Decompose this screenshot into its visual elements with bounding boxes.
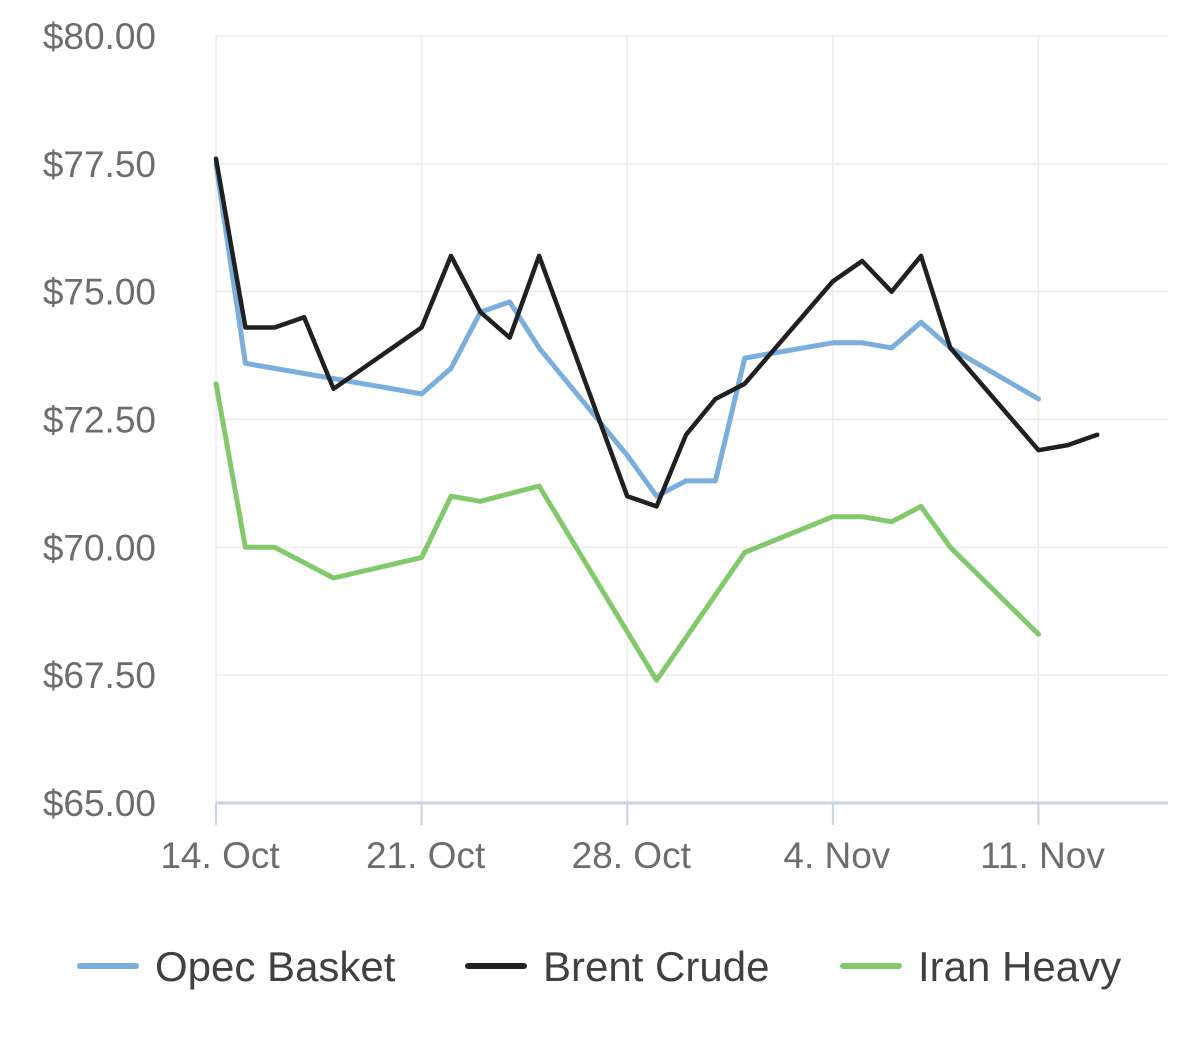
y-tick-label: $77.50 xyxy=(43,144,156,185)
y-tick-label: $75.00 xyxy=(43,272,156,313)
y-tick-label: $65.00 xyxy=(43,783,156,824)
chart-grid xyxy=(215,35,1168,803)
y-axis: $80.00 $77.50 $75.00 $72.50 $70.00 $67.50 $65.… xyxy=(43,16,156,824)
x-tick-label: 28. Oct xyxy=(572,835,692,876)
series-layer xyxy=(213,156,1100,683)
x-axis: 14. Oct 21. Oct 28. Oct 4. Nov 11. Nov xyxy=(160,801,1168,876)
series-line-brent-crude xyxy=(213,156,1100,509)
x-tick-label: 4. Nov xyxy=(783,835,890,876)
legend-label-brent-crude: Brent Crude xyxy=(543,943,769,990)
y-tick-label: $67.50 xyxy=(43,655,156,696)
y-tick-label: $70.00 xyxy=(43,527,156,568)
x-tick-label: 14. Oct xyxy=(160,835,280,876)
legend-label-iran-heavy: Iran Heavy xyxy=(918,943,1121,990)
x-tick-label: 21. Oct xyxy=(366,835,486,876)
series-line-iran-heavy xyxy=(213,381,1041,683)
y-tick-label: $80.00 xyxy=(43,16,156,57)
y-tick-label: $72.50 xyxy=(43,400,156,441)
legend-label-opec-basket: Opec Basket xyxy=(155,943,396,990)
series-line-opec-basket xyxy=(213,161,1041,499)
legend: Opec Basket Brent Crude Iran Heavy xyxy=(77,943,1121,990)
x-tick-label: 11. Nov xyxy=(980,835,1105,876)
